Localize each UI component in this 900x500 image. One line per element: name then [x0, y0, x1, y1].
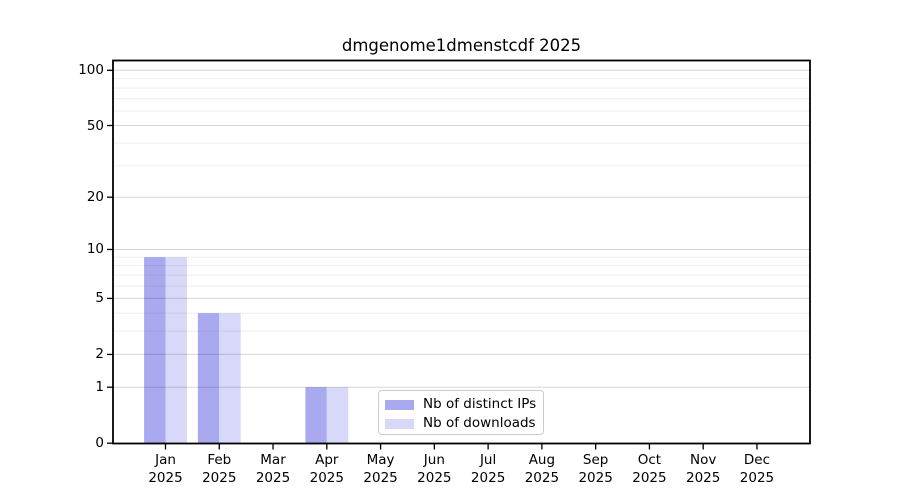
- x-tick-label-aug: Aug 2025: [524, 452, 560, 486]
- x-tick-label-feb: Feb 2025: [202, 452, 237, 486]
- bar-feb-distinct-ips: [197, 313, 220, 444]
- bar-jan-downloads: [165, 257, 187, 444]
- x-tick-label-apr: Apr 2025: [309, 452, 344, 486]
- bar-apr-downloads: [326, 387, 349, 444]
- x-tick-label-jan: Jan 2025: [148, 452, 183, 486]
- chart-title: dmgenome1dmenstcdf 2025: [341, 36, 582, 55]
- x-tick-label-nov: Nov 2025: [686, 452, 721, 486]
- x-tick-label-oct: Oct 2025: [632, 452, 667, 486]
- legend-swatch-distinct-ips-icon: [385, 399, 414, 410]
- x-tick-label-dec: Dec 2025: [739, 452, 775, 486]
- x-tick-label-mar: Mar 2025: [255, 452, 291, 486]
- y-tick-label-1: 1: [95, 379, 104, 396]
- x-tick-label-jul: Jul 2025: [470, 452, 506, 486]
- y-tick-label-2: 2: [95, 346, 104, 363]
- x-tick-label-sep: Sep 2025: [578, 452, 613, 486]
- bar-apr-distinct-ips: [305, 387, 327, 444]
- legend-item-distinct-ips: Nb of distinct IPs: [385, 395, 537, 414]
- y-tick-label-20: 20: [86, 189, 104, 206]
- y-tick-label-50: 50: [86, 117, 104, 134]
- y-tick-label-100: 100: [78, 62, 104, 79]
- legend-item-downloads: Nb of downloads: [385, 414, 537, 433]
- bar-jan-distinct-ips: [144, 257, 166, 444]
- legend-label-distinct-ips: Nb of distinct IPs: [423, 396, 537, 412]
- legend: Nb of distinct IPs Nb of downloads: [378, 390, 544, 435]
- x-tick-label-jun: Jun 2025: [417, 452, 452, 486]
- legend-label-downloads: Nb of downloads: [423, 415, 536, 431]
- y-tick-label-10: 10: [86, 241, 104, 258]
- x-tick-label-may: May 2025: [363, 452, 398, 486]
- legend-swatch-downloads-icon: [385, 418, 414, 429]
- y-tick-label-5: 5: [95, 290, 104, 307]
- axes-spines: [112, 59, 811, 445]
- y-tick-label-0: 0: [95, 435, 104, 452]
- bar-feb-downloads: [219, 313, 241, 444]
